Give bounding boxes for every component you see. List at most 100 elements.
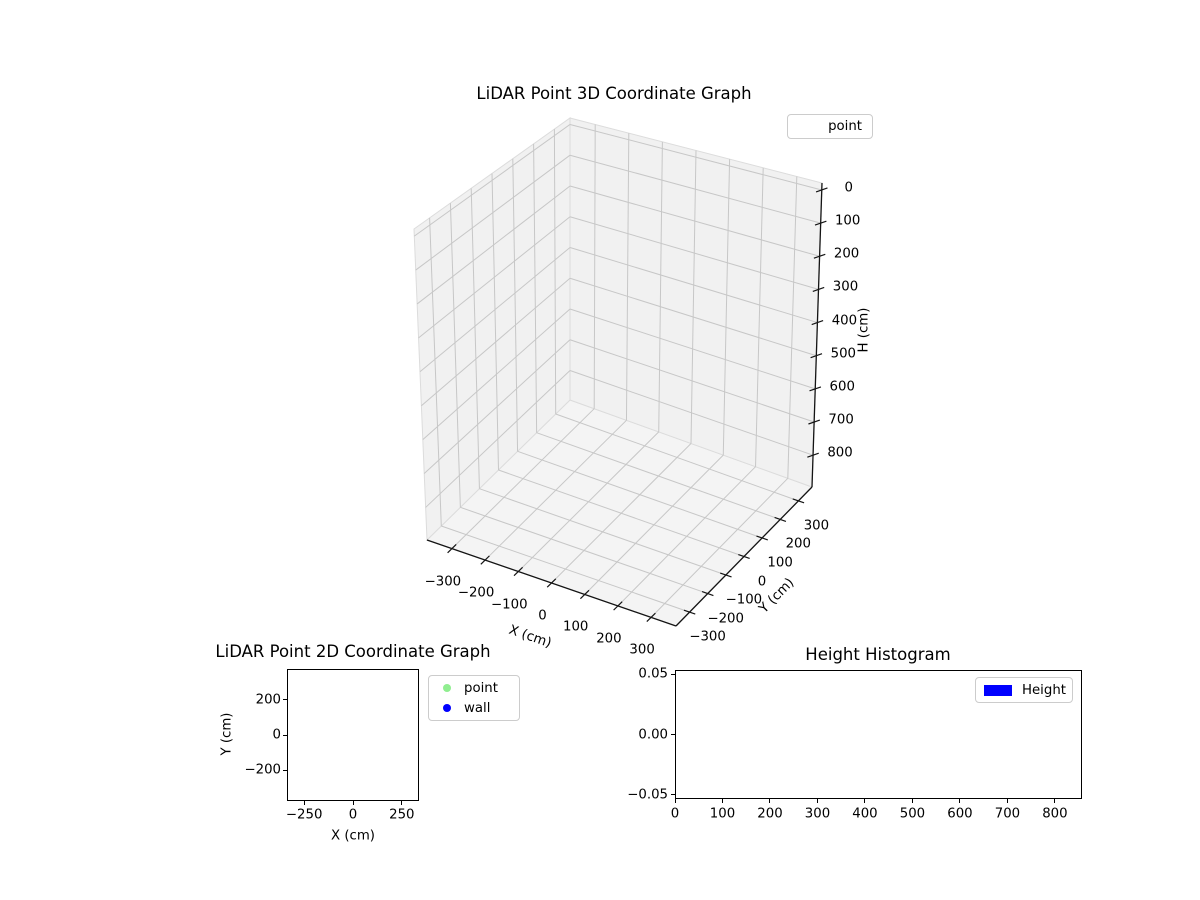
grid-line-y [533,143,538,433]
grid-line-x [617,466,756,607]
grid-line-y [553,129,557,415]
grid-line-h [425,370,571,508]
h-tick [807,452,819,458]
x-tick-label-hist: 0 [670,806,680,822]
x-tick [959,799,961,803]
grid-line-x [551,443,692,584]
y-tick [283,734,287,736]
x-tick-label-2d: −250 [285,807,323,823]
y-tick-label-3d: 100 [767,555,793,571]
height-swatch-icon [984,684,1012,696]
x-tick-label-hist: 500 [899,806,926,822]
y-tick-label-hist: −0.05 [627,787,668,803]
histogram-legend-label: Height [1022,682,1066,698]
x-tick [546,578,557,588]
grid-line-h [569,339,815,423]
x-tick [401,801,403,805]
x-tick [579,589,590,600]
x-tick-label-hist: 400 [852,806,878,822]
grid-line-h [419,247,571,373]
y-tick [283,769,287,771]
grid-line-h [569,185,820,257]
grid-line-x [722,159,731,456]
x-tick-label-hist: 700 [994,806,1021,822]
x-tick-label-3d: 0 [538,608,547,624]
h-tick-label-3d: 700 [828,412,854,428]
plot2d-legend: point wall [428,675,520,721]
x-tick [816,799,818,803]
grid-line-y [429,217,442,527]
y-tick [671,794,675,796]
grid-line-h [418,216,571,339]
h-tick [809,386,822,392]
y-tick-label-2d: 0 [272,727,281,743]
h-tick [815,187,828,193]
grid-line-y [491,173,499,471]
x-tick [613,601,623,611]
plot3d-legend-label: point [828,119,862,134]
y-tick-label-3d: 0 [757,574,767,589]
y-tick-label-3d: −100 [725,592,763,608]
h-tick-label-3d: 600 [829,379,855,395]
grid-line-h [569,123,822,191]
grid-line-h [423,339,571,474]
x-tick-label-3d: −200 [457,585,495,601]
plot2d-ylabel: Y (cm) [219,712,235,756]
x-tick [911,799,913,803]
point-marker-icon [443,684,451,692]
grid-line-x [517,431,660,572]
x-tick-label-hist: 800 [1042,806,1068,822]
h-tick [812,286,825,292]
x-tick [447,543,457,554]
plot2d-legend-wall-label: wall [464,700,491,716]
y-tick-label-3d: 300 [803,518,830,534]
y-tick [756,535,768,541]
grid-line-x [650,477,789,618]
wall-marker-icon [443,704,451,712]
grid-line-y [470,188,480,489]
h-tick-label-3d: 100 [834,213,861,229]
h-tick [814,220,827,226]
grid-line-x [593,124,596,409]
plot2d-title: LiDAR Point 2D Coordinate Graph [215,642,491,661]
x-tick-label-hist: 600 [947,806,973,822]
plot2d-xlabel: X (cm) [331,828,375,844]
histogram-legend: Height [975,677,1073,703]
x-tick [1006,799,1008,803]
x-tick-label-hist: 100 [709,806,736,822]
plot3d-title: LiDAR Point 3D Coordinate Graph [476,84,752,103]
grid-line-y [449,203,461,508]
grid-line-x [451,408,595,549]
y-tick [683,609,696,615]
y-tick-label-hist: 0.05 [638,666,668,682]
y-tick [792,498,805,504]
grid-line-h [416,185,571,305]
grid-line-h [569,308,816,390]
y-tick [671,673,675,675]
x-tick [513,566,524,577]
plot3d-zlabel: H (cm) [856,307,872,353]
grid-line-x [625,133,630,421]
x-tick [864,799,866,803]
x-tick-label-3d: −300 [424,574,462,590]
x-tick [674,799,676,803]
grid-line-h [569,154,821,224]
grid-line-h [414,124,571,237]
plot2d-legend-point-label: point [464,680,498,696]
y-tick [701,591,714,597]
grid-line-h [569,370,814,456]
grid-line-x [787,176,798,479]
h-tick [808,419,821,425]
x-tick-label-3d: 300 [629,642,655,658]
h-tick-label-3d: 300 [832,279,859,295]
grid-line-h [415,154,571,271]
grid-line-h [569,246,818,324]
x-tick-label-2d: 250 [389,807,415,823]
h-tick-label-3d: 400 [831,313,858,329]
h-tick-label-3d: 0 [844,180,853,196]
grid-line-h [569,216,819,290]
x-tick-label-hist: 300 [804,806,831,822]
grid-line-x [584,454,724,595]
y-tick [738,553,750,560]
